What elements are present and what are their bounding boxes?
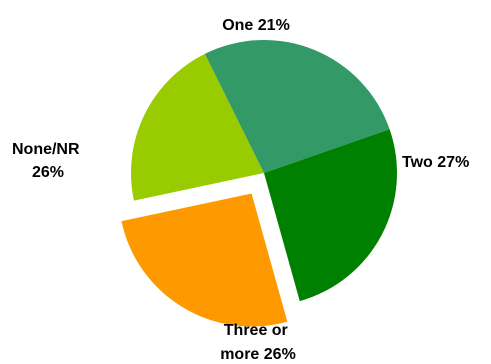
pie-slice-none-nr [121, 193, 288, 327]
slice-label-none-nr: None/NR 26% [12, 141, 84, 181]
pie-slice-two [204, 40, 390, 174]
slice-label-one: One 21% [222, 17, 290, 34]
slice-label-three-or-more: Three or more 26% [220, 322, 296, 363]
slice-label-none-line1: None/NR [12, 141, 80, 158]
slice-label-three-line2: more 26% [220, 346, 296, 363]
slice-label-two: Two 27% [402, 154, 469, 171]
pie-slice-one [131, 53, 264, 201]
slice-label-two-pct: 27% [437, 154, 469, 171]
pie-slice-three-or-more [264, 129, 397, 302]
slice-label-one-pct: 21% [258, 17, 290, 34]
slice-label-three-line1: Three or [224, 322, 288, 339]
slice-label-two-name: Two [402, 154, 433, 171]
pie-slices [121, 40, 397, 327]
slice-label-none-line2: 26% [32, 164, 64, 181]
slice-label-one-name: One [222, 17, 253, 34]
